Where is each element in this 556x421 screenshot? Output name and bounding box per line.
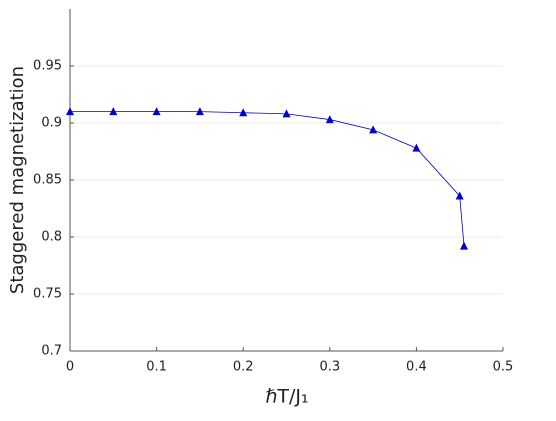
x-tick-label: 0.1 <box>146 360 167 375</box>
x-tick-label: 0.5 <box>493 360 514 375</box>
marker <box>109 107 118 116</box>
marker <box>195 107 204 116</box>
marker <box>282 109 291 118</box>
series-line <box>70 111 465 247</box>
x-tick-label: 0.4 <box>406 360 427 375</box>
y-tick-label: 0.8 <box>41 230 62 245</box>
marker <box>66 107 74 116</box>
y-tick-label: 0.75 <box>33 287 62 302</box>
marker <box>460 241 469 250</box>
x-tick-label: 0 <box>66 360 74 375</box>
y-tick-label: 0.9 <box>41 116 62 131</box>
y-tick-label: 0.95 <box>33 59 62 74</box>
marker <box>412 143 421 152</box>
marker <box>152 107 161 116</box>
marker <box>455 191 464 200</box>
marker <box>239 108 248 117</box>
marker <box>325 115 334 124</box>
x-axis-label: ℏT/J₁ <box>265 386 308 408</box>
y-axis-label: Staggered magnetization <box>7 66 28 294</box>
marker <box>369 125 378 134</box>
y-tick-label: 0.85 <box>33 173 62 188</box>
y-tick-label: 0.7 <box>41 344 62 359</box>
x-tick-label: 0.3 <box>319 360 340 375</box>
x-tick-label: 0.2 <box>233 360 254 375</box>
